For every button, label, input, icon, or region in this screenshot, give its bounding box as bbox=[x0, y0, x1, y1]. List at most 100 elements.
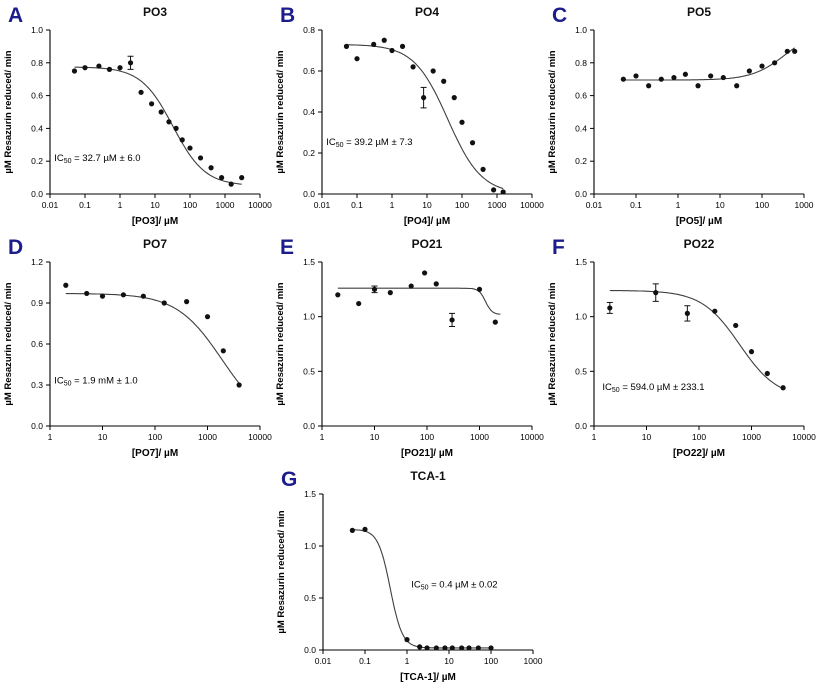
y-axis-label: µM Resazurin reduced/ min bbox=[275, 50, 286, 173]
chart-PO3: 0.01 0.1 1 10 100 1000 10000 0.0 0.2 0.4 0.6 0.8 1.0… bbox=[3, 4, 272, 227]
y-axis-label: µM Resazurin reduced/ min bbox=[547, 282, 558, 405]
data-point bbox=[197, 155, 204, 161]
x-tick-label: 100 bbox=[420, 432, 434, 442]
y-tick-label: 0.8 bbox=[303, 25, 315, 35]
data-point bbox=[684, 310, 690, 316]
data-point bbox=[138, 89, 144, 95]
data-point bbox=[491, 187, 497, 193]
data-point bbox=[219, 175, 225, 181]
data-point bbox=[734, 83, 740, 89]
data-point bbox=[399, 43, 406, 50]
panel-letter: D bbox=[8, 236, 23, 259]
data-point bbox=[720, 74, 726, 81]
data-point bbox=[682, 71, 688, 77]
y-tick-label: 0.0 bbox=[31, 189, 43, 199]
data-point bbox=[746, 68, 752, 74]
x-tick-label: 10000 bbox=[248, 432, 272, 442]
y-tick-label: 0.0 bbox=[31, 421, 43, 431]
data-point bbox=[173, 125, 179, 131]
x-tick-label: 0.01 bbox=[314, 656, 331, 666]
chart-PO4: 0.01 0.1 1 10 100 1000 10000 0.0 0.2 0.4 0.6 0.8 B PO… bbox=[275, 4, 544, 227]
x-tick-label: 1000 bbox=[488, 200, 507, 210]
x-axis-label: [PO3]/ µM bbox=[132, 216, 178, 227]
data-point bbox=[220, 348, 226, 354]
data-point bbox=[708, 73, 714, 79]
x-tick-label: 10000 bbox=[792, 432, 816, 442]
data-point bbox=[204, 314, 211, 320]
x-tick-label: 1 bbox=[320, 432, 325, 442]
x-axis-label: [TCA-1]/ µM bbox=[400, 672, 456, 683]
data-point bbox=[459, 119, 465, 125]
x-tick-label: 1000 bbox=[470, 432, 489, 442]
panel-F: 1 10 100 1000 10000 0.0 0.5 1.0 1.5 F PO22 µM Resaz… bbox=[544, 232, 816, 464]
x-tick-label: 0.01 bbox=[586, 200, 603, 210]
data-point bbox=[127, 60, 134, 66]
data-point bbox=[408, 283, 414, 289]
data-point bbox=[441, 78, 447, 84]
y-tick-label: 0.4 bbox=[575, 123, 587, 133]
ic50-annotation: IC50 = 1.9 mM ± 1.0 bbox=[54, 375, 138, 387]
x-tick-label: 0.1 bbox=[359, 656, 371, 666]
y-axis-label: µM Resazurin reduced/ min bbox=[3, 50, 14, 173]
data-point bbox=[430, 68, 436, 74]
data-point bbox=[449, 645, 455, 651]
panel-letter: E bbox=[280, 236, 294, 259]
x-tick-label: 100 bbox=[183, 200, 197, 210]
x-tick-label: 0.1 bbox=[351, 200, 363, 210]
data-point bbox=[117, 65, 123, 71]
y-tick-label: 0.5 bbox=[575, 366, 587, 376]
data-point bbox=[82, 65, 88, 71]
data-point bbox=[416, 644, 422, 650]
x-tick-label: 0.1 bbox=[630, 200, 642, 210]
y-tick-label: 1.0 bbox=[575, 25, 587, 35]
figure-row-2: 1 10 100 1000 10000 0.0 0.3 0.6 0.9 1.2 D PO7 µM Res… bbox=[0, 232, 817, 464]
y-axis-label: µM Resazurin reduced/ min bbox=[275, 282, 286, 405]
data-point bbox=[349, 527, 355, 533]
x-tick-label: 100 bbox=[455, 200, 469, 210]
y-tick-label: 0.0 bbox=[575, 421, 587, 431]
data-point bbox=[465, 645, 472, 651]
data-point bbox=[236, 382, 242, 388]
data-point bbox=[343, 43, 350, 50]
y-axis-label: µM Resazurin reduced/ min bbox=[276, 510, 287, 633]
x-tick-label: 1000 bbox=[216, 200, 235, 210]
data-point bbox=[239, 175, 245, 181]
data-point bbox=[187, 145, 193, 151]
x-tick-label: 0.1 bbox=[79, 200, 91, 210]
data-point bbox=[371, 286, 378, 292]
data-point bbox=[106, 66, 113, 72]
chart-PO21: 1 10 100 1000 10000 0.0 0.5 1.0 1.5 E PO21 µM Resaz… bbox=[275, 236, 544, 459]
data-point bbox=[184, 299, 190, 305]
y-tick-label: 0.0 bbox=[303, 421, 315, 431]
data-point bbox=[84, 290, 90, 297]
ic50-annotation: IC50 = 32.7 µM ± 6.0 bbox=[54, 153, 140, 165]
y-tick-label: 0.2 bbox=[31, 156, 43, 166]
x-tick-label: 10 bbox=[715, 200, 725, 210]
data-point bbox=[423, 645, 430, 651]
y-tick-label: 0.4 bbox=[303, 107, 315, 117]
x-tick-label: 100 bbox=[483, 656, 497, 666]
data-point bbox=[421, 95, 427, 101]
data-point bbox=[480, 166, 486, 172]
y-tick-label: 0.3 bbox=[31, 380, 43, 390]
y-tick-label: 0.2 bbox=[575, 156, 587, 166]
x-tick-label: 1000 bbox=[523, 656, 542, 666]
data-point bbox=[410, 64, 416, 70]
panel-letter: A bbox=[8, 4, 23, 27]
chart-title: TCA-1 bbox=[410, 469, 446, 483]
data-point bbox=[469, 140, 476, 146]
data-point bbox=[99, 293, 106, 299]
panel-A: 0.01 0.1 1 10 100 1000 10000 0.0 0.2 0.4 0.6 0.8 1.0… bbox=[0, 0, 272, 232]
fit-curve bbox=[623, 47, 796, 81]
panel-letter: G bbox=[281, 468, 297, 491]
data-point bbox=[646, 83, 652, 89]
data-point bbox=[433, 281, 439, 287]
x-tick-label: 10 bbox=[422, 200, 432, 210]
ic50-annotation: IC50 = 0.4 µM ± 0.02 bbox=[411, 580, 497, 592]
y-tick-label: 0.9 bbox=[31, 298, 43, 308]
y-tick-label: 1.0 bbox=[303, 312, 315, 322]
y-tick-label: 0.4 bbox=[31, 123, 43, 133]
y-tick-label: 0.6 bbox=[575, 91, 587, 101]
ic50-annotation: IC50 = 594.0 µM ± 233.1 bbox=[602, 382, 704, 394]
